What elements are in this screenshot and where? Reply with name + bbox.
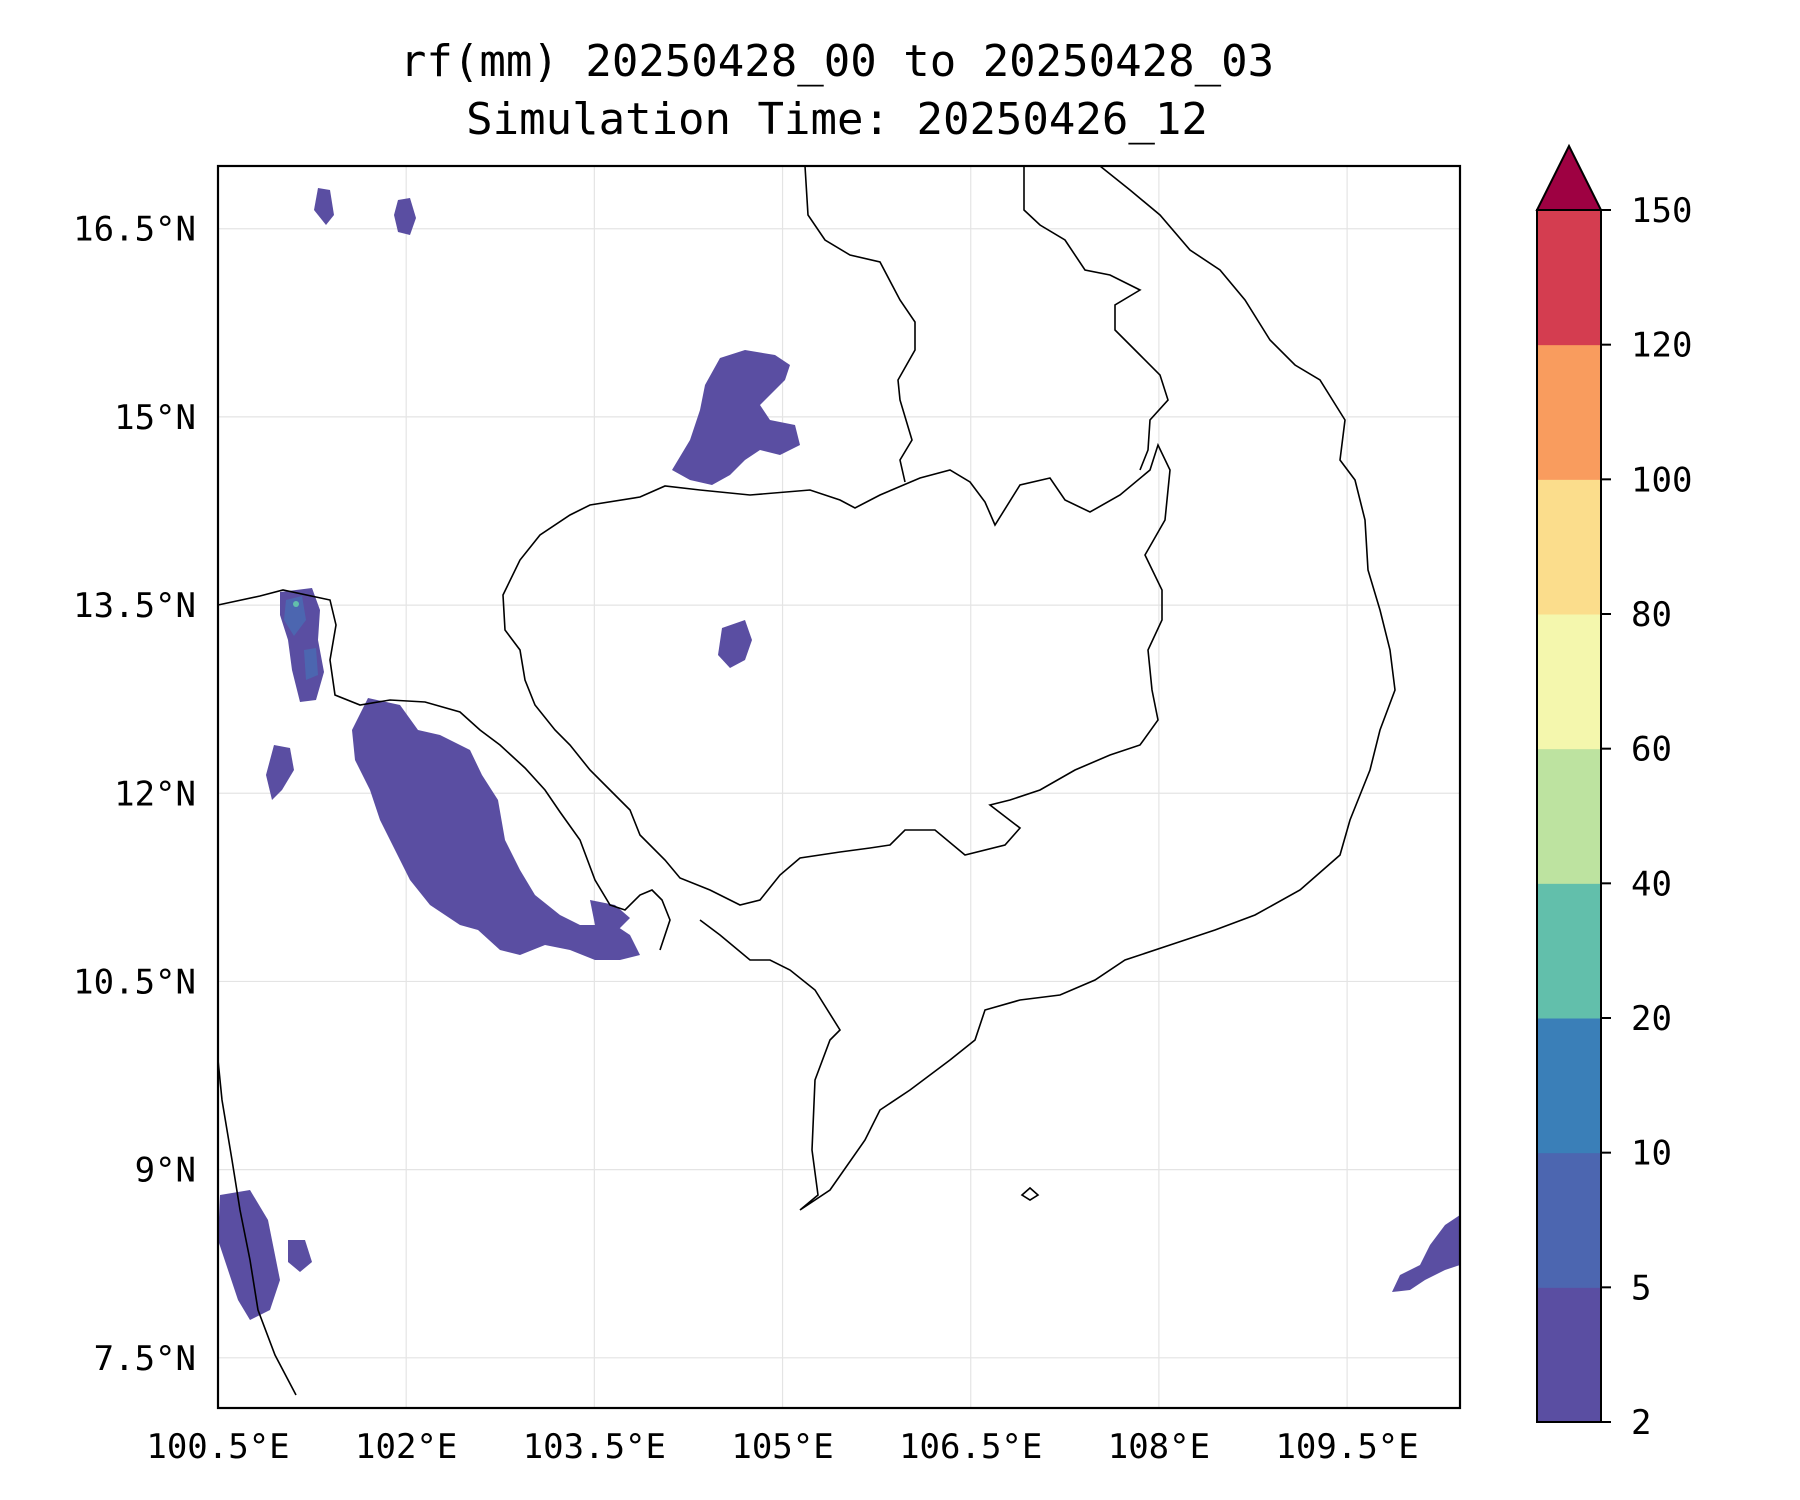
vietnam-border-north — [1023, 166, 1169, 471]
lon-tick-label: 106.5°E — [899, 1427, 1042, 1467]
colorbar-segment — [1537, 883, 1601, 1019]
colorbar-extend-arrow — [1535, 143, 1603, 211]
colorbar-tick-label: 2 — [1631, 1403, 1651, 1443]
colorbar-segment — [1537, 1152, 1601, 1288]
gridlines — [217, 166, 1460, 1408]
rain-area-nw2 — [314, 188, 334, 225]
laos-vietnam-border — [804, 165, 916, 483]
colorbar-segment — [1537, 210, 1601, 346]
lat-tick-label: 15°N — [114, 398, 196, 438]
colorbar-tick-label: 120 — [1631, 326, 1692, 366]
title-line-1: rf(mm) 20250428_00 to 20250428_03 — [400, 36, 1274, 87]
island-coast — [1020, 1186, 1040, 1201]
colorbar-tick-label: 20 — [1631, 999, 1672, 1039]
rain-spot-heavy-1 — [284, 596, 306, 636]
lat-tick-label: 12°N — [114, 774, 196, 814]
lat-tick-label: 13.5°N — [73, 586, 196, 626]
rain-area-gulf-band — [352, 698, 640, 960]
map-panel: 100.5°E 102°E 103.5°E 105°E 106.5°E 108°E 109.… — [73, 164, 1462, 1467]
colorbar: 2 5 10 20 40 60 80 100 120 150 — [1535, 143, 1692, 1443]
lon-tick-label: 109.5°E — [1275, 1427, 1418, 1467]
longitude-ticks: 100.5°E 102°E 103.5°E 105°E 106.5°E 108°E 109.… — [146, 1427, 1418, 1467]
peninsula-coast — [217, 1059, 297, 1396]
lon-tick-label: 108°E — [1108, 1427, 1210, 1467]
lat-tick-label: 7.5°N — [94, 1339, 196, 1379]
colorbar-segment — [1537, 748, 1601, 884]
colorbar-tick-label: 150 — [1631, 191, 1692, 231]
vietnam-coast — [699, 165, 1396, 1211]
colorbar-tick-label: 100 — [1631, 460, 1692, 500]
rain-area-sw2 — [288, 1240, 312, 1272]
rain-spot-peak — [293, 601, 299, 607]
colorbar-segment — [1537, 1287, 1601, 1423]
lon-tick-label: 105°E — [731, 1427, 833, 1467]
lon-tick-label: 103.5°E — [523, 1427, 666, 1467]
colorbar-segment — [1537, 1018, 1601, 1154]
lon-tick-label: 102°E — [355, 1427, 457, 1467]
rain-area-north — [672, 350, 800, 485]
map-frame — [216, 164, 1462, 1410]
colorbar-segment — [1537, 614, 1601, 750]
rain-area-nw — [394, 198, 416, 235]
lon-tick-label: 100.5°E — [146, 1427, 289, 1467]
colorbar-frame — [1536, 209, 1602, 1423]
gulf-coast — [217, 589, 671, 951]
rainfall-heavy-spots — [284, 596, 318, 680]
rain-spot-heavy-2 — [304, 648, 318, 680]
rain-area-mid — [718, 620, 752, 668]
colorbar-tick-label: 10 — [1631, 1134, 1672, 1174]
boundaries — [217, 165, 1396, 1396]
colorbar-tick-label: 40 — [1631, 864, 1672, 904]
rain-area-se — [1392, 1215, 1460, 1292]
rain-area-west — [266, 745, 294, 800]
colorbar-tick-label: 60 — [1631, 730, 1672, 770]
lat-tick-label: 16.5°N — [73, 210, 196, 250]
latitude-ticks: 16.5°N 15°N 13.5°N 12°N 10.5°N 9°N 7.5°N — [73, 210, 196, 1379]
colorbar-segment — [1537, 344, 1601, 480]
colorbar-tick-label: 80 — [1631, 595, 1672, 635]
colorbar-segment — [1537, 479, 1601, 615]
lat-tick-label: 9°N — [135, 1151, 196, 1191]
lat-tick-label: 10.5°N — [73, 962, 196, 1002]
rain-area-coast — [590, 900, 630, 930]
title-line-2: Simulation Time: 20250426_12 — [466, 94, 1208, 145]
cambodia-border — [502, 442, 1171, 906]
colorbar-tick-label: 5 — [1631, 1268, 1651, 1308]
